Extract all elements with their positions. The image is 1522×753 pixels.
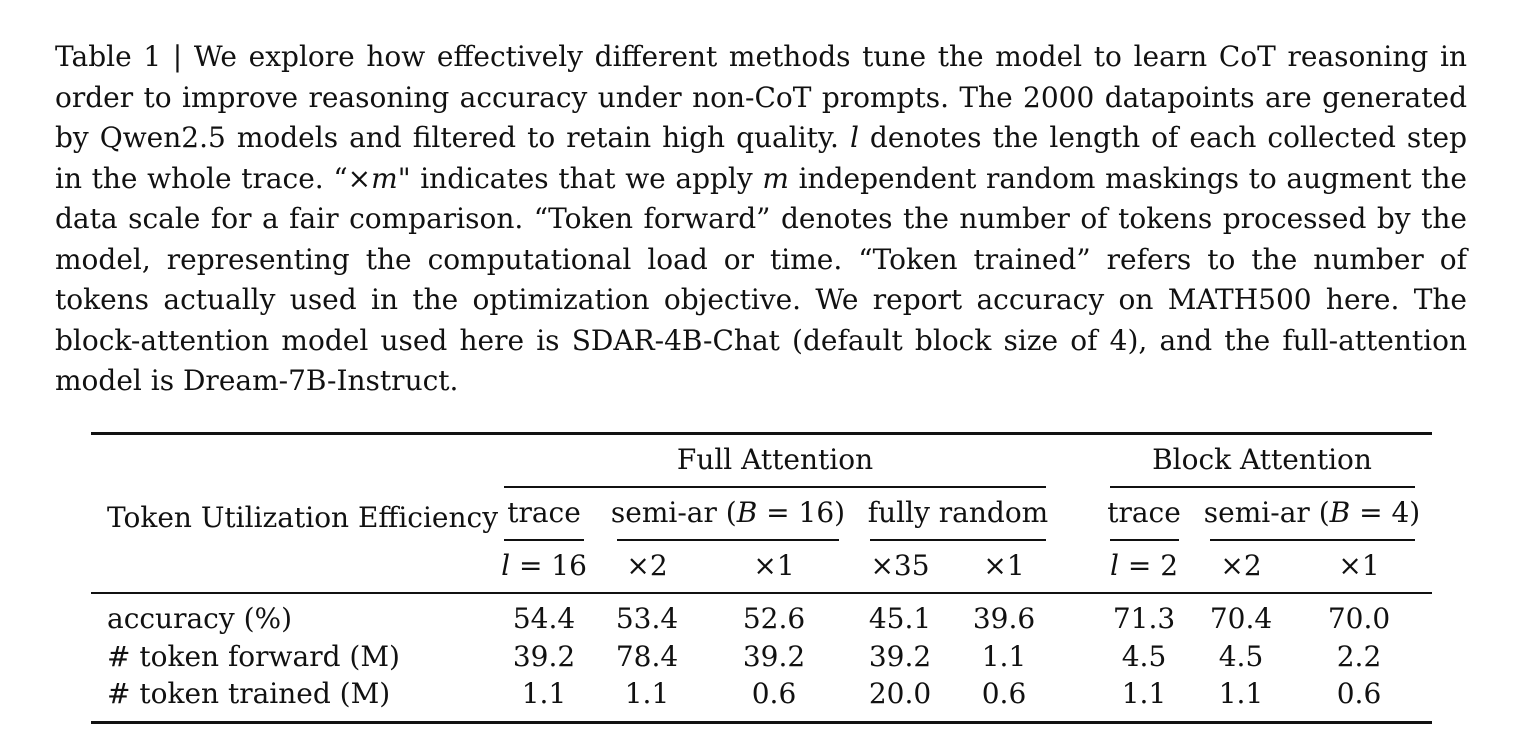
setting-col-1-var: l xyxy=(501,549,511,582)
row-label-token-forward: # token forward (M) xyxy=(107,640,400,673)
results-table: Token Utilization Efficiency Full Attent… xyxy=(91,432,1432,727)
table-cell: 1.1 xyxy=(1218,677,1264,710)
table-cell: 2.2 xyxy=(1336,640,1382,673)
table-bottom-rule xyxy=(91,721,1432,724)
table-cell: 78.4 xyxy=(615,640,679,673)
subgroup-full-trace: trace xyxy=(507,496,581,529)
subgroup-block-semiar-suffix: = 4) xyxy=(1350,496,1421,529)
group-full-attention: Full Attention xyxy=(676,443,874,476)
setting-col-1: l = 16 xyxy=(501,550,587,582)
group-block-attention: Block Attention xyxy=(1152,443,1372,476)
caption-text-suffix: independent random maskings to augment t… xyxy=(55,161,1467,398)
row-label-token-trained: # token trained (M) xyxy=(107,677,391,710)
row-header-title: Token Utilization Efficiency xyxy=(107,501,499,534)
subgroup-block-semiar: semi-ar (B = 4) xyxy=(1204,497,1420,529)
table-cell: 4.5 xyxy=(1121,640,1167,673)
table-cell: 0.6 xyxy=(981,677,1027,710)
table-cell: 39.2 xyxy=(742,640,806,673)
table-cell: 45.1 xyxy=(868,602,932,635)
setting-col-4: ×35 xyxy=(870,549,930,582)
table-cell: 1.1 xyxy=(521,677,567,710)
subgroup-block-semiar-var: B xyxy=(1329,496,1351,529)
table-header-rule xyxy=(91,592,1432,594)
caption-var-m-2: m xyxy=(762,161,789,195)
caption-text-part3: " indicates that we apply xyxy=(397,161,763,195)
caption-text-part2: denotes the length of each collected ste… xyxy=(55,121,1467,195)
table-caption: Table 1 | We explore how effectively dif… xyxy=(55,37,1467,402)
subgroup-full-semiar-prefix: semi-ar ( xyxy=(610,496,737,529)
table-cell: 54.4 xyxy=(512,602,576,635)
table-cell: 53.4 xyxy=(615,602,679,635)
table-cell: 39.2 xyxy=(868,640,932,673)
setting-col-3: ×1 xyxy=(753,549,795,582)
subgroup-full-semiar: semi-ar (B = 16) xyxy=(611,497,845,529)
block-trace-underline xyxy=(1110,539,1179,541)
row-label-accuracy: accuracy (%) xyxy=(107,602,293,635)
caption-var-l: l xyxy=(849,121,859,154)
subgroup-full-semiar-var: B xyxy=(736,496,758,529)
subgroup-block-trace: trace xyxy=(1107,496,1181,529)
setting-col-2: ×2 xyxy=(626,549,668,582)
setting-col-6-var: l xyxy=(1109,549,1119,582)
full-semiar-underline xyxy=(617,539,839,541)
setting-col-5: ×1 xyxy=(983,549,1025,582)
table-cell: 0.6 xyxy=(1336,677,1382,710)
caption-text-prefix: Table 1 | We explore how effectively dif… xyxy=(55,40,1467,154)
subgroup-block-semiar-prefix: semi-ar ( xyxy=(1203,496,1330,529)
table-cell: 39.2 xyxy=(512,640,576,673)
table-cell: 71.3 xyxy=(1112,602,1176,635)
table-cell: 52.6 xyxy=(742,602,806,635)
table-top-rule xyxy=(91,432,1432,435)
setting-col-6: l = 2 xyxy=(1110,550,1178,582)
full-random-underline xyxy=(870,539,1046,541)
table-cell: 1.1 xyxy=(1121,677,1167,710)
setting-col-1-rest: = 16 xyxy=(510,549,587,582)
table-cell: 70.0 xyxy=(1327,602,1391,635)
setting-col-7: ×2 xyxy=(1220,549,1262,582)
setting-col-6-rest: = 2 xyxy=(1118,549,1179,582)
subgroup-full-semiar-suffix: = 16) xyxy=(757,496,846,529)
full-attention-underline xyxy=(504,486,1046,488)
table-cell: 4.5 xyxy=(1218,640,1264,673)
caption-var-m-1: m xyxy=(371,161,398,195)
table-cell: 70.4 xyxy=(1209,602,1273,635)
block-semiar-underline xyxy=(1210,539,1415,541)
block-attention-underline xyxy=(1110,486,1415,488)
table-cell: 0.6 xyxy=(751,677,797,710)
setting-col-8: ×1 xyxy=(1338,549,1380,582)
table-cell: 20.0 xyxy=(868,677,932,710)
table-cell: 39.6 xyxy=(972,602,1036,635)
subgroup-full-random: fully random xyxy=(867,496,1049,529)
full-trace-underline xyxy=(504,539,584,541)
table-cell: 1.1 xyxy=(981,640,1027,673)
table-cell: 1.1 xyxy=(624,677,670,710)
